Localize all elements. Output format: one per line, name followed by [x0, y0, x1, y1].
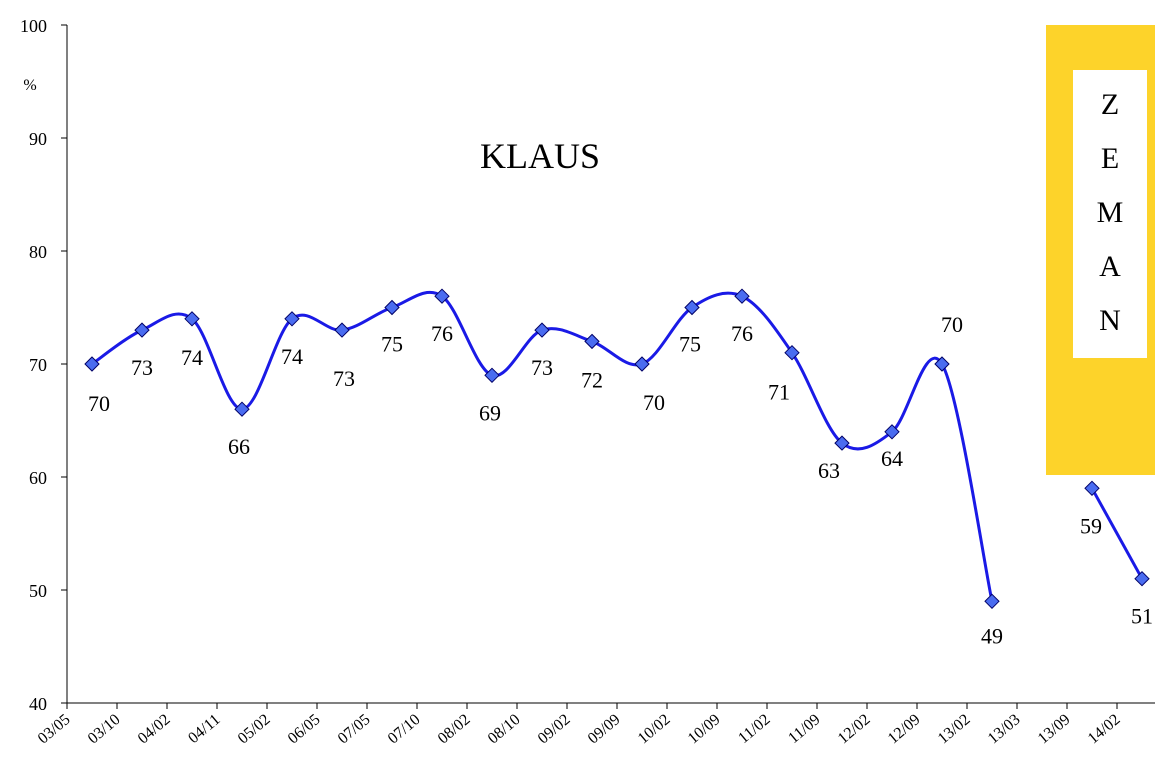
- marker: [784, 344, 800, 361]
- data-label: 71: [768, 380, 790, 405]
- data-label: 73: [531, 355, 553, 380]
- series-line: [91, 290, 994, 602]
- marker: [934, 356, 950, 372]
- x-tick-label: 10/02: [635, 711, 674, 747]
- x-tick-label: 13/03: [985, 711, 1024, 747]
- x-tick-label: 11/02: [735, 711, 773, 747]
- marker: [184, 311, 200, 327]
- marker: [834, 435, 850, 451]
- x-tick-label: 04/02: [135, 711, 174, 747]
- marker: [884, 424, 900, 440]
- marker: [434, 288, 450, 304]
- y-tick-label: 80: [29, 242, 47, 262]
- zeman-box: [1073, 70, 1147, 358]
- marker: [234, 401, 250, 417]
- data-label: 76: [431, 321, 453, 346]
- y-tick-label: 100: [20, 16, 47, 36]
- data-label: 76: [731, 321, 753, 346]
- marker: [1134, 570, 1150, 587]
- x-tick-label: 05/02: [235, 711, 274, 747]
- series-line: [1090, 487, 1144, 580]
- y-tick-label: 50: [29, 581, 47, 601]
- data-label: 74: [181, 345, 203, 370]
- data-label: 51: [1131, 604, 1153, 629]
- data-label: 74: [281, 344, 303, 369]
- y-tick-label: 40: [29, 694, 47, 714]
- data-label: 70: [643, 390, 665, 415]
- marker: [384, 299, 400, 316]
- data-label: 64: [881, 446, 903, 471]
- unit-label: %: [23, 77, 36, 94]
- marker: [84, 356, 100, 372]
- x-tick-label: 13/02: [935, 711, 974, 747]
- marker: [534, 322, 550, 338]
- marker: [484, 367, 500, 384]
- marker: [134, 322, 150, 338]
- x-tick-label: 07/10: [385, 711, 424, 747]
- marker: [334, 322, 350, 338]
- x-tick-label: 13/09: [1035, 711, 1074, 747]
- x-tick-label: 14/02: [1085, 711, 1124, 747]
- marker: [984, 593, 1000, 610]
- data-label: 75: [381, 332, 403, 357]
- y-tick-label: 70: [29, 355, 47, 375]
- data-label: 66: [228, 434, 250, 459]
- x-tick-label: 08/10: [485, 711, 524, 747]
- marker: [734, 288, 750, 304]
- x-tick-label: 12/09: [885, 711, 924, 747]
- marker: [1084, 480, 1100, 497]
- x-tick-label: 04/11: [185, 711, 223, 747]
- x-tick-label: 09/02: [535, 711, 574, 747]
- data-label: 73: [333, 366, 355, 391]
- zeman-label: ZEMAN: [1094, 88, 1127, 358]
- x-tick-label: 10/09: [685, 711, 724, 747]
- data-label: 70: [941, 312, 963, 337]
- data-label: 49: [981, 623, 1003, 648]
- x-tick-label: 12/02: [835, 711, 874, 747]
- data-label: 69: [479, 400, 501, 425]
- data-label: 72: [581, 367, 603, 392]
- data-label: 73: [131, 355, 153, 380]
- klaus-label: KLAUS: [480, 136, 600, 176]
- data-label: 63: [818, 458, 840, 483]
- x-tick-label: 11/09: [785, 711, 823, 747]
- x-tick-label: 09/09: [585, 711, 624, 747]
- marker: [584, 333, 600, 350]
- x-tick-label: 03/05: [35, 711, 74, 747]
- x-tick-label: 06/05: [285, 711, 324, 747]
- marker: [284, 311, 300, 327]
- x-tick-label: 07/05: [335, 711, 374, 747]
- x-tick-label: 03/10: [85, 711, 124, 747]
- data-label: 59: [1080, 513, 1102, 538]
- x-tick-label: 08/02: [435, 711, 474, 747]
- data-label: 70: [88, 391, 110, 416]
- y-tick-label: 60: [29, 468, 47, 488]
- marker: [634, 356, 650, 372]
- marker: [684, 299, 700, 316]
- data-label: 75: [679, 332, 701, 357]
- y-tick-label: 90: [29, 129, 47, 149]
